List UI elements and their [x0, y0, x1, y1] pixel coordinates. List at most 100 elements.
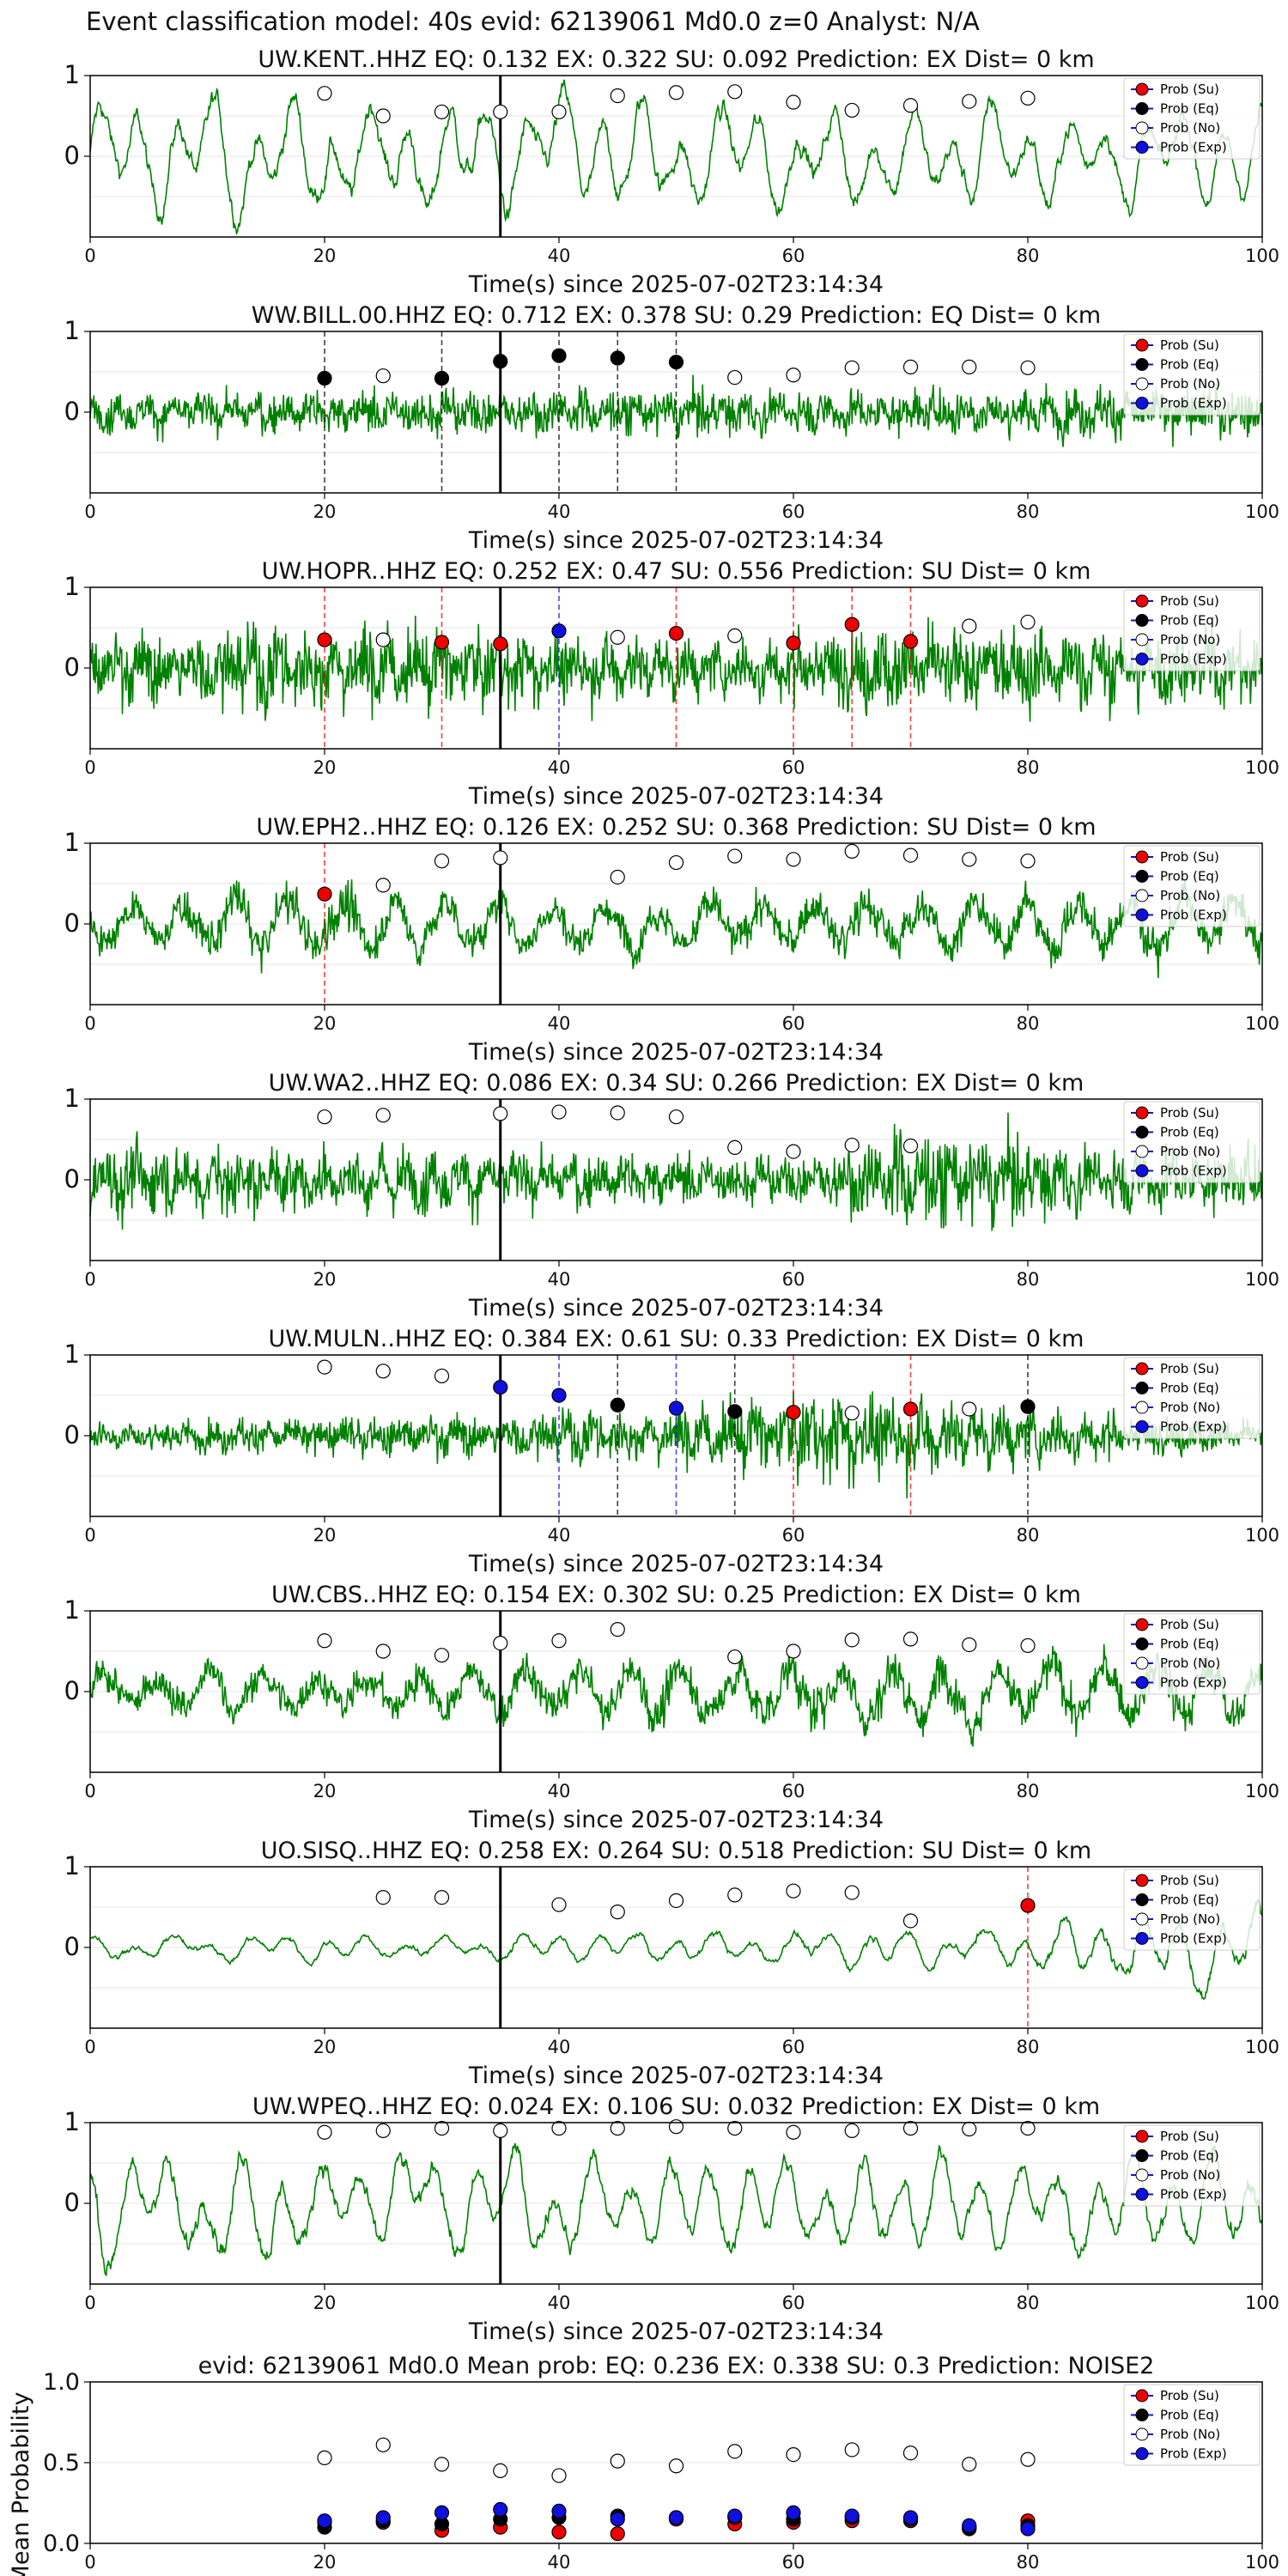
y-tick-label: 0	[64, 2188, 80, 2217]
prob-marker-no	[375, 1364, 391, 1379]
y-axis-label: Mean Probability	[8, 2392, 34, 2576]
x-tick-label: 60	[782, 246, 805, 266]
prob-marker-no	[844, 1137, 860, 1153]
legend-label: Prob (Eq)	[1160, 869, 1219, 884]
x-tick-label: 80	[1017, 1013, 1040, 1034]
legend-label: Prob (No)	[1160, 1144, 1220, 1159]
y-tick-label: 1	[64, 316, 80, 345]
legend-box	[1123, 333, 1261, 416]
prob-marker-no	[375, 2123, 391, 2138]
seismogram-trace	[89, 79, 1263, 235]
x-tick-label: 80	[1017, 757, 1040, 778]
legend-label: Prob (Eq)	[1160, 2408, 1219, 2423]
prob-marker-no	[493, 850, 508, 866]
panel-7: UW.CBS..HHZ EQ: 0.154 EX: 0.302 SU: 0.25…	[64, 1582, 1280, 1833]
legend-box	[1123, 1101, 1261, 1183]
legend-label: Prob (Su)	[1160, 337, 1219, 353]
legend-marker-exp	[1135, 397, 1149, 410]
prob-marker-no	[727, 628, 743, 644]
legend-marker-su	[1135, 1618, 1149, 1631]
prob-marker-no	[375, 1108, 391, 1123]
legend-marker-exp	[1135, 1932, 1149, 1945]
y-tick-label: 0	[64, 1420, 80, 1449]
legend-label: Prob (Eq)	[1160, 1893, 1219, 1908]
x-axis-label: Time(s) since 2025-07-02T23:14:34	[468, 1551, 884, 1577]
legend-marker-eq	[1135, 102, 1149, 115]
prob-marker-no	[551, 104, 567, 119]
legend-label: Prob (No)	[1160, 2167, 1220, 2183]
legend-label: Prob (No)	[1160, 376, 1220, 392]
mean-marker-exp	[434, 2505, 450, 2520]
prob-marker-eq	[668, 355, 684, 370]
legend-label: Prob (Exp)	[1160, 652, 1227, 667]
x-tick-label: 20	[313, 246, 337, 266]
legend-label: Prob (Su)	[1160, 1105, 1219, 1121]
seismogram-trace	[89, 374, 1263, 447]
y-tick-label: 1	[64, 2107, 80, 2136]
prob-marker-eq	[610, 350, 625, 366]
y-tick-label: 0	[64, 397, 80, 426]
prob-marker-no	[493, 1106, 508, 1121]
panel-3: UW.HOPR..HHZ EQ: 0.252 EX: 0.47 SU: 0.55…	[64, 558, 1280, 810]
prob-marker-no	[551, 1897, 567, 1912]
prob-marker-no	[551, 1633, 567, 1649]
prob-marker-eq	[551, 348, 567, 363]
prob-marker-no	[610, 88, 625, 104]
prob-marker-no	[668, 2119, 684, 2135]
legend-marker-no	[1135, 2427, 1149, 2441]
panel-title: WW.BILL.00.HHZ EQ: 0.712 EX: 0.378 SU: 0…	[252, 302, 1101, 329]
legend-marker-no	[1135, 1145, 1149, 1158]
seismogram-trace	[89, 1643, 1263, 1747]
x-tick-label: 40	[548, 2037, 571, 2057]
prob-marker-su	[786, 635, 801, 651]
panel-title: UW.MULN..HHZ EQ: 0.384 EX: 0.61 SU: 0.33…	[269, 1326, 1084, 1352]
prob-marker-eq	[727, 1404, 743, 1419]
legend-marker-no	[1135, 1912, 1149, 1926]
legend-box	[1123, 1613, 1261, 1695]
legend-label: Prob (Su)	[1160, 593, 1219, 609]
prob-marker-eq	[434, 370, 450, 386]
mean-marker-no	[844, 2442, 860, 2458]
panel-5: UW.WA2..HHZ EQ: 0.086 EX: 0.34 SU: 0.266…	[64, 1070, 1280, 1321]
prob-marker-no	[902, 2120, 919, 2136]
x-axis-label: Time(s) since 2025-07-02T23:14:34	[468, 1807, 884, 1833]
mean-marker-no	[317, 2450, 332, 2465]
x-tick-label: 40	[548, 1525, 571, 1546]
legend-marker-exp	[1135, 1420, 1149, 1433]
panel-4: UW.EPH2..HHZ EQ: 0.126 EX: 0.252 SU: 0.3…	[64, 814, 1280, 1066]
x-tick-label: 0	[84, 2552, 95, 2573]
legend-marker-no	[1135, 889, 1149, 902]
x-tick-label: 100	[1245, 1013, 1279, 1034]
prob-marker-no	[962, 852, 977, 867]
prob-marker-su	[1020, 1898, 1036, 1913]
x-tick-label: 0	[84, 1781, 95, 1801]
x-tick-label: 0	[84, 1269, 95, 1290]
x-tick-label: 60	[782, 2552, 805, 2573]
legend-marker-su	[1135, 82, 1149, 96]
x-tick-label: 100	[1245, 1269, 1279, 1290]
x-axis-label: Time(s) since 2025-07-02T23:14:34	[468, 783, 884, 810]
legend-marker-eq	[1135, 1382, 1149, 1394]
prob-marker-no	[727, 1887, 743, 1903]
x-tick-label: 20	[313, 2037, 337, 2057]
prob-marker-no	[493, 104, 508, 119]
seismogram-trace	[89, 2142, 1263, 2277]
prob-marker-no	[610, 629, 625, 645]
mean-marker-exp	[786, 2505, 801, 2520]
legend-marker-exp	[1135, 141, 1149, 154]
x-tick-label: 40	[548, 246, 571, 266]
legend-marker-su	[1135, 338, 1149, 352]
legend-box	[1123, 77, 1261, 160]
prob-marker-no	[551, 1104, 567, 1120]
legend-box	[1123, 2124, 1261, 2207]
legend-marker-no	[1135, 2168, 1149, 2182]
prob-marker-no	[375, 632, 391, 647]
prob-marker-no	[375, 1643, 391, 1659]
seismogram-trace	[89, 615, 1263, 722]
prob-marker-no	[962, 359, 977, 374]
x-tick-label: 60	[782, 1013, 805, 1034]
prob-marker-su	[493, 636, 508, 652]
legend-marker-eq	[1135, 614, 1149, 627]
x-axis-label: Time(s) since 2025-07-02T23:14:34	[468, 2318, 884, 2345]
prob-marker-no	[786, 852, 801, 867]
